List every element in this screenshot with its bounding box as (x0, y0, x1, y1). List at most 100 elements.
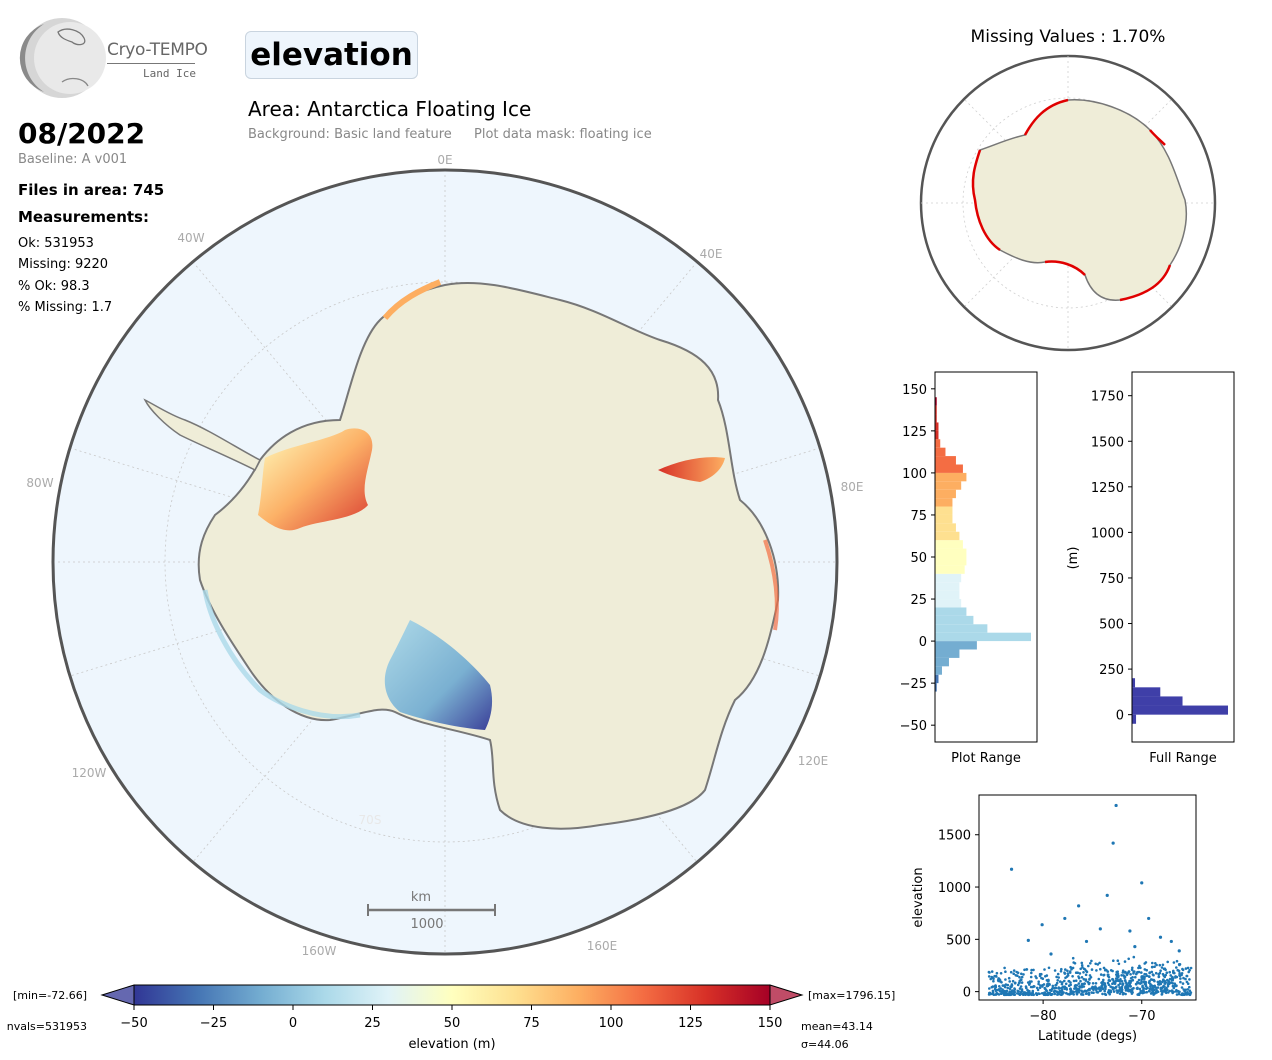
full-range-xlabel: Full Range (1149, 751, 1217, 766)
colorbar-ticks: −50 −25 0 25 50 75 100 125 150 (120, 1005, 782, 1031)
scatter-point (1071, 975, 1074, 978)
scatter-point (1092, 991, 1095, 994)
scatter-point (1112, 990, 1116, 993)
scatter-point (988, 987, 991, 990)
full-range-ylabel: (m) (1066, 547, 1081, 570)
scatter-point (1109, 989, 1112, 992)
scatter-point (1038, 974, 1042, 978)
colorbar-label: elevation (m) (408, 1037, 495, 1052)
scatter-point (1175, 975, 1179, 979)
scatter-point (1112, 959, 1115, 962)
scatter-points (987, 803, 1193, 997)
scatter-point (1180, 993, 1183, 996)
scatter-point (1124, 992, 1127, 996)
scatter-point (1063, 972, 1067, 975)
scatter-point (1160, 989, 1163, 993)
scatter-point (1116, 991, 1119, 994)
colorbar-tick-label: 25 (364, 1016, 381, 1031)
scatter-point (1147, 916, 1151, 921)
scatter-point (1127, 957, 1130, 961)
scatter-point (1032, 968, 1035, 972)
scatter-point (999, 972, 1003, 975)
scatter-point (1186, 988, 1189, 991)
antarctic-peninsula (143, 398, 262, 472)
scatter-point (1148, 987, 1152, 991)
scatter-point (1058, 980, 1062, 983)
scatter-point (1138, 987, 1142, 991)
scatter-point (1121, 982, 1125, 985)
scatter-point (1124, 979, 1127, 982)
plot-range-ytick-label: 125 (902, 425, 927, 440)
scatter-point (1064, 968, 1067, 971)
scatter-point (1139, 966, 1142, 970)
cryo-tempo-logo (19, 18, 106, 98)
full-range-ytick-label: 1000 (1091, 526, 1124, 541)
scatter-point (1096, 963, 1100, 966)
scatter-point (1134, 982, 1138, 986)
scatter-point (1150, 965, 1154, 969)
scatter-point (1126, 987, 1130, 990)
scatter-point (1159, 969, 1162, 972)
scatter-point (1044, 988, 1048, 992)
scatter-point (1179, 977, 1182, 980)
scatter-point (1004, 970, 1007, 973)
scatter-point (1098, 927, 1102, 931)
scatter-point (1141, 991, 1145, 994)
scatter-point (989, 977, 992, 981)
scatter-point (1030, 971, 1033, 975)
scatter-point (1152, 993, 1155, 996)
scatter-point (1172, 970, 1175, 974)
scatter-point (1064, 976, 1067, 980)
scatter-point (997, 988, 1001, 991)
scatter-point (1129, 985, 1132, 988)
lon-label-80w: 80W (26, 476, 53, 490)
scatter-point (1012, 990, 1015, 993)
plot-range-ytick-label: 25 (910, 593, 927, 608)
scatter-point (1028, 983, 1031, 986)
scatter-point (1072, 993, 1075, 996)
scatter-point (1153, 965, 1156, 968)
scatter-point (988, 991, 991, 995)
scatter-point (997, 993, 1001, 996)
scatter-point (1188, 978, 1191, 981)
scatter-point (1168, 977, 1172, 981)
scatter-point (1162, 989, 1165, 993)
scatter-point (991, 985, 995, 988)
area-title: Area: Antarctica Floating Ice (248, 97, 532, 121)
scatter-point (1128, 979, 1131, 983)
scatter-point (1020, 989, 1024, 993)
plot-range-ytick-label: 150 (902, 383, 927, 398)
scatter-point (1057, 976, 1060, 979)
scatter-point (1020, 975, 1024, 979)
scatter-point (1147, 990, 1151, 993)
ross-shelf (384, 620, 493, 730)
scatter-point (1111, 841, 1115, 845)
scatter-point (1135, 971, 1139, 974)
scatter-point (1049, 952, 1053, 956)
plot-range-ytick-label: 75 (910, 509, 927, 524)
histogram-bar (935, 607, 967, 616)
scatter-point (995, 991, 998, 995)
lon-label-0e: 0E (437, 153, 452, 167)
scatter-point (1185, 992, 1188, 996)
histogram-bar (935, 590, 960, 600)
scatter-point (1176, 989, 1180, 993)
scatter-point (1123, 960, 1127, 963)
scatter-point (1037, 982, 1040, 986)
scatter-point (1006, 986, 1010, 990)
scatter-point (1080, 964, 1084, 967)
parameter-title: elevation (245, 31, 418, 79)
scatter-point (1163, 979, 1167, 983)
scatter-point (1003, 990, 1006, 993)
scatter-point (1145, 974, 1149, 978)
scatter-point (1137, 966, 1140, 970)
scatter-point (1020, 981, 1024, 984)
scatter-point (1023, 968, 1026, 972)
scatter-point (1090, 959, 1093, 963)
scatter-point (1140, 971, 1143, 974)
histogram-bar (935, 422, 939, 431)
scatter-point (1121, 992, 1125, 996)
scatter-point (1167, 981, 1170, 984)
histogram-bar (935, 405, 937, 415)
scatter-point (1105, 893, 1109, 898)
